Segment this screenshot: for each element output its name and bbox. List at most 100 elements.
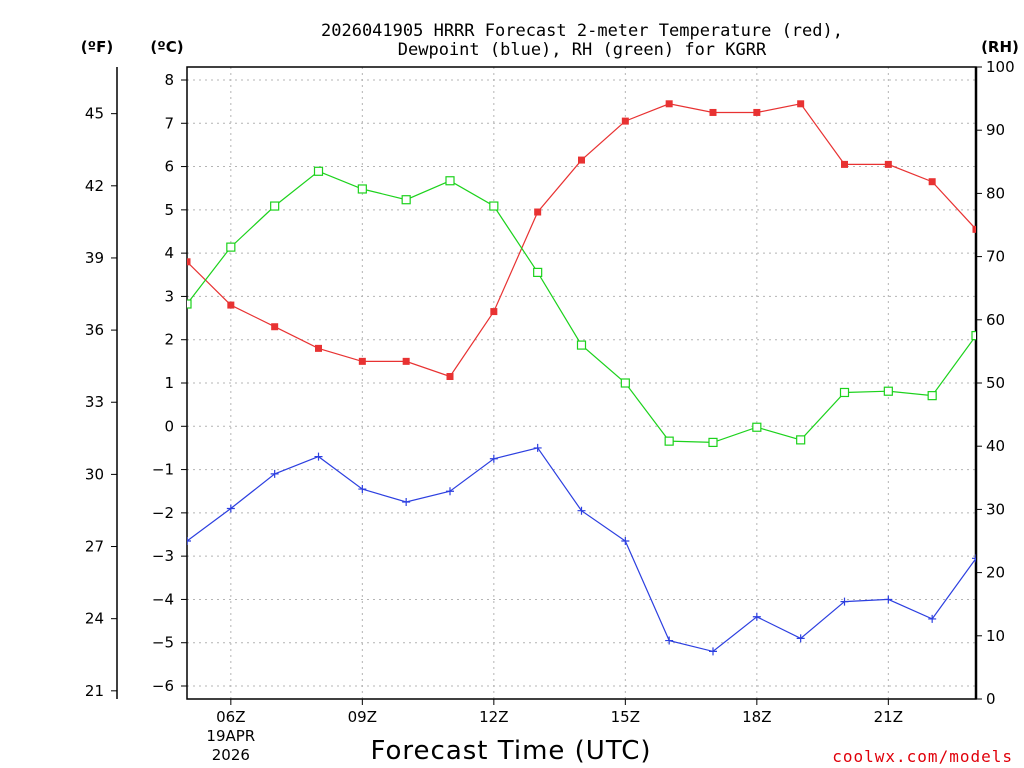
dewpoint-point bbox=[577, 506, 586, 515]
dewpoint-point bbox=[709, 647, 717, 656]
temperature-point bbox=[358, 357, 366, 365]
dewpoint-line bbox=[187, 447, 976, 653]
dewpoint-point bbox=[446, 487, 454, 496]
rh-tick-label: 50 bbox=[986, 374, 1005, 392]
x-axis-label: Forecast Time (UTC) bbox=[370, 736, 651, 766]
fahrenheit-unit-label: (ºF) bbox=[81, 38, 113, 56]
temperature-point bbox=[753, 108, 761, 116]
rh-point bbox=[445, 176, 455, 186]
rh-unit-label: (RH) bbox=[981, 38, 1019, 56]
dewpoint-point bbox=[402, 498, 411, 507]
celsius-tick-label: 5 bbox=[164, 201, 174, 219]
data-series bbox=[187, 100, 976, 656]
dewpoint-point bbox=[928, 614, 937, 623]
temperature-point bbox=[841, 160, 848, 168]
fahrenheit-tick-label: 30 bbox=[85, 465, 104, 483]
dewpoint-point bbox=[187, 537, 191, 545]
celsius-tick-label: −3 bbox=[152, 547, 174, 565]
temperature-point bbox=[534, 208, 542, 216]
temperature-point bbox=[709, 108, 717, 116]
fahrenheit-tick-label: 39 bbox=[85, 249, 104, 267]
rh-tick-label: 30 bbox=[986, 500, 1005, 518]
temperature-point bbox=[621, 117, 629, 125]
celsius-tick-label: 1 bbox=[164, 374, 174, 392]
dewpoint-point bbox=[270, 469, 279, 478]
rh-point bbox=[927, 391, 937, 401]
rh-tick-label: 40 bbox=[986, 437, 1005, 455]
rh-point bbox=[357, 184, 367, 194]
fahrenheit-tick-label: 33 bbox=[85, 393, 104, 411]
dewpoint-point bbox=[358, 485, 367, 494]
celsius-tick-label: 7 bbox=[164, 114, 174, 132]
dewpoint-point bbox=[665, 636, 674, 645]
celsius-tick-label: 3 bbox=[164, 287, 174, 305]
dewpoint-point bbox=[884, 595, 893, 604]
temperature-point bbox=[665, 100, 673, 108]
celsius-tick-label: −4 bbox=[152, 590, 174, 608]
rh-point bbox=[576, 340, 587, 350]
fahrenheit-tick-label: 21 bbox=[85, 682, 104, 700]
celsius-tick-label: 8 bbox=[164, 71, 174, 89]
celsius-tick-label: 2 bbox=[164, 331, 174, 349]
fahrenheit-tick-label: 27 bbox=[85, 538, 104, 556]
fahrenheit-tick-label: 45 bbox=[85, 105, 104, 123]
dewpoint-point bbox=[796, 634, 805, 643]
dewpoint-point bbox=[752, 612, 761, 621]
celsius-tick-label: −5 bbox=[152, 634, 174, 652]
dewpoint-point bbox=[489, 454, 498, 463]
chart-title-line-1: 2026041905 HRRR Forecast 2-meter Tempera… bbox=[321, 21, 843, 41]
axes: 876543210−1−2−3−4−5−64542393633302724211… bbox=[85, 58, 1015, 764]
celsius-tick-label: 4 bbox=[164, 244, 174, 262]
temperature-point bbox=[315, 344, 322, 352]
dewpoint-point bbox=[226, 504, 235, 513]
celsius-unit-label: (ºC) bbox=[150, 38, 183, 56]
rh-point bbox=[708, 437, 718, 448]
rh-point bbox=[226, 242, 236, 252]
rh-point bbox=[796, 435, 806, 445]
fahrenheit-tick-label: 42 bbox=[85, 177, 104, 195]
rh-line bbox=[187, 170, 976, 444]
series-temperature bbox=[187, 100, 976, 381]
celsius-tick-label: −1 bbox=[152, 461, 174, 479]
rh-point bbox=[187, 299, 192, 309]
dewpoint-point bbox=[840, 597, 849, 606]
fahrenheit-tick-label: 36 bbox=[85, 321, 104, 339]
celsius-tick-label: 0 bbox=[164, 417, 174, 435]
celsius-tick-label: 6 bbox=[164, 158, 174, 176]
rh-tick-label: 70 bbox=[986, 248, 1005, 266]
celsius-tick-label: −6 bbox=[152, 677, 174, 695]
rh-tick-label: 20 bbox=[986, 564, 1005, 582]
dewpoint-point bbox=[533, 443, 542, 452]
series-dewpoint bbox=[187, 443, 976, 656]
dewpoint-point bbox=[972, 554, 976, 563]
dewpoint-point bbox=[314, 452, 323, 461]
rh-point bbox=[533, 267, 543, 277]
rh-point bbox=[620, 378, 630, 388]
rh-tick-label: 100 bbox=[986, 58, 1015, 76]
rh-tick-label: 80 bbox=[986, 184, 1005, 202]
temperature-point bbox=[271, 323, 279, 331]
watermark-text: coolwx.com/models bbox=[832, 747, 1013, 766]
x-tick-year-label: 2026 bbox=[212, 746, 250, 764]
temperature-point bbox=[490, 308, 498, 316]
rh-point bbox=[313, 166, 324, 176]
rh-point bbox=[270, 201, 280, 211]
x-tick-label: 18Z bbox=[742, 708, 771, 726]
rh-point bbox=[664, 436, 674, 446]
dewpoint-point bbox=[621, 537, 630, 545]
rh-point bbox=[401, 195, 411, 205]
x-tick-label: 12Z bbox=[479, 708, 508, 726]
temperature-point bbox=[797, 100, 805, 108]
rh-point bbox=[971, 331, 976, 341]
temperature-point bbox=[227, 301, 235, 309]
rh-point bbox=[752, 422, 762, 432]
rh-point bbox=[883, 386, 893, 396]
x-tick-label: 09Z bbox=[348, 708, 377, 726]
temperature-point bbox=[402, 357, 410, 365]
x-tick-label: 15Z bbox=[611, 708, 640, 726]
temperature-point bbox=[884, 160, 892, 168]
rh-tick-label: 90 bbox=[986, 121, 1005, 139]
x-tick-label: 06Z bbox=[216, 708, 245, 726]
temperature-point bbox=[972, 225, 976, 233]
